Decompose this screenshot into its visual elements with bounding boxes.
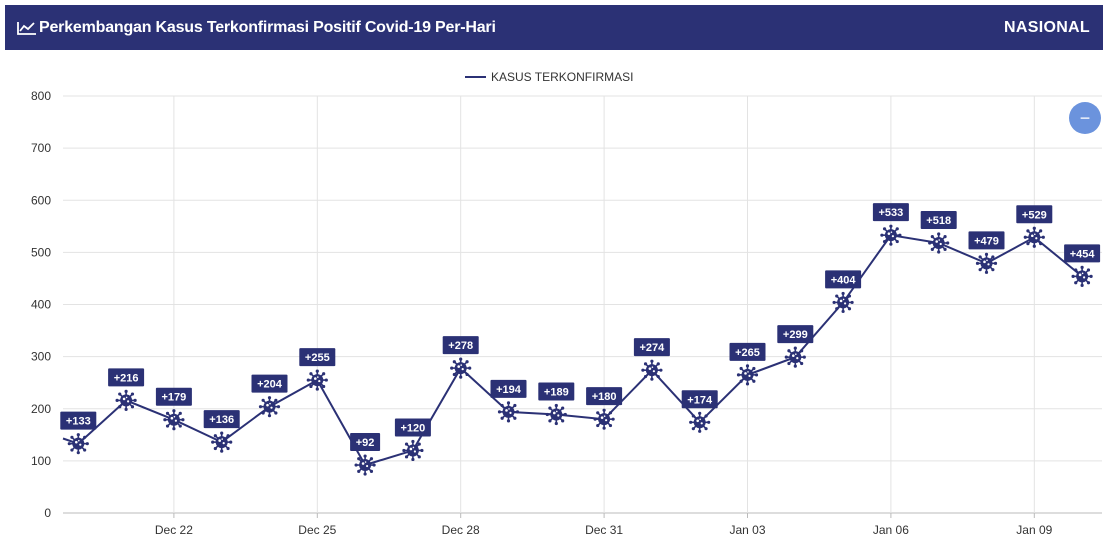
data-label: +278 [442, 336, 479, 355]
y-tick-label: 700 [31, 141, 51, 155]
data-labels: +133 +216 +179 +136 +204 +255 +92 +120 +278 +194 +… [60, 203, 1101, 452]
data-label-text: +179 [162, 392, 187, 404]
data-label: +274 [633, 338, 670, 357]
data-label: +479 [968, 231, 1005, 250]
data-label: +194 [490, 379, 527, 398]
data-label-text: +404 [831, 274, 857, 286]
data-label: +92 [350, 433, 381, 452]
virus-marker-icon[interactable] [402, 439, 424, 462]
y-tick-label: 200 [31, 402, 51, 416]
data-label: +255 [299, 348, 336, 367]
y-tick-label: 600 [31, 193, 51, 207]
y-tick-label: 0 [44, 506, 51, 520]
data-label: +533 [872, 203, 909, 222]
data-label: +404 [825, 270, 862, 289]
legend-item-label[interactable]: KASUS TERKONFIRMASI [491, 70, 633, 84]
virus-marker-icon[interactable] [593, 408, 615, 430]
virus-marker-icon[interactable] [258, 396, 281, 418]
line-chart-icon [17, 21, 36, 35]
x-tick-label: Dec 28 [442, 523, 480, 537]
virus-marker-icon[interactable] [880, 224, 902, 246]
data-label-text: +194 [496, 384, 522, 396]
virus-marker-icon[interactable] [545, 403, 567, 426]
data-label-text: +174 [687, 394, 713, 406]
x-tick-label: Dec 31 [585, 523, 623, 537]
virus-marker-icon[interactable] [736, 364, 759, 386]
data-label: +136 [203, 410, 240, 429]
virus-marker-icon[interactable] [689, 411, 711, 433]
data-label-text: +133 [66, 416, 91, 428]
virus-marker-icon[interactable] [975, 252, 998, 274]
virus-marker-icon[interactable] [354, 454, 376, 476]
data-label-text: +533 [879, 207, 904, 219]
data-label: +518 [920, 210, 957, 229]
data-label: +265 [729, 342, 766, 361]
data-label-text: +518 [926, 215, 951, 227]
data-label-text: +92 [356, 437, 375, 449]
chart-header: Perkembangan Kasus Terkonfirmasi Positif… [5, 5, 1103, 50]
virus-marker-icon[interactable] [1023, 226, 1045, 248]
zoom-out-button[interactable]: − [1069, 102, 1101, 134]
y-tick-label: 800 [31, 89, 51, 103]
virus-marker-icon[interactable] [67, 433, 89, 455]
series-line [77, 234, 1083, 467]
data-label-text: +120 [401, 422, 426, 434]
virus-marker-icon[interactable] [832, 291, 854, 314]
virus-marker-icon[interactable] [641, 359, 663, 381]
page-title: Perkembangan Kasus Terkonfirmasi Positif… [39, 18, 496, 36]
virus-marker-icon[interactable] [211, 431, 233, 453]
data-label: +189 [538, 382, 575, 401]
data-label-text: +479 [974, 235, 999, 247]
data-label: +120 [394, 418, 431, 437]
data-label-text: +299 [783, 329, 808, 341]
chart-area: 0 100 200 300 400 500 600 700 800 Dec 22 Dec 25 De… [0, 50, 1116, 547]
data-label: +454 [1064, 244, 1101, 263]
data-label-text: +216 [114, 372, 139, 384]
grid-lines [63, 95, 1102, 514]
data-label: +174 [681, 390, 718, 409]
data-label: +180 [586, 387, 623, 406]
x-tick-label: Jan 03 [729, 523, 765, 537]
header-title-group: Perkembangan Kasus Terkonfirmasi Positif… [17, 5, 496, 50]
data-label: +216 [108, 368, 145, 387]
virus-marker-icon[interactable] [450, 357, 472, 379]
data-label-text: +180 [592, 391, 617, 403]
data-label: +133 [60, 411, 97, 430]
data-label-text: +136 [209, 414, 234, 426]
virus-marker-icon[interactable] [928, 232, 950, 254]
virus-marker-icon[interactable] [784, 346, 806, 368]
region-label: NASIONAL [1004, 19, 1090, 36]
y-tick-label: 100 [31, 454, 51, 468]
data-label-text: +529 [1022, 209, 1047, 221]
data-label-text: +278 [448, 340, 473, 352]
data-label-text: +265 [735, 347, 760, 359]
virus-marker-icon[interactable] [163, 409, 185, 431]
data-label-text: +454 [1070, 248, 1096, 260]
y-axis: 0 100 200 300 400 500 600 700 800 [31, 89, 51, 520]
virus-marker-icon[interactable] [306, 369, 328, 391]
x-tick-label: Jan 06 [873, 523, 909, 537]
data-label: +179 [155, 387, 192, 406]
data-label-text: +204 [257, 379, 283, 391]
virus-marker-icon[interactable] [1071, 265, 1093, 287]
y-tick-label: 500 [31, 245, 51, 259]
x-tick-label: Dec 25 [298, 523, 336, 537]
y-tick-label: 400 [31, 298, 51, 312]
data-label: +204 [251, 374, 288, 393]
data-label: +299 [777, 325, 814, 344]
x-tick-label: Dec 22 [155, 523, 193, 537]
data-label-text: +274 [640, 342, 666, 354]
x-tick-label: Jan 09 [1016, 523, 1052, 537]
virus-marker-icon[interactable] [497, 401, 520, 423]
virus-marker-icon[interactable] [115, 389, 137, 412]
x-axis: Dec 22 Dec 25 Dec 28 Dec 31 Jan 03 Jan 06 Jan … [155, 513, 1053, 537]
legend[interactable]: KASUS TERKONFIRMASI [465, 70, 633, 84]
data-label: +529 [1016, 205, 1053, 224]
series-kasus-terkonfirmasi [62, 224, 1093, 476]
y-tick-label: 300 [31, 350, 51, 364]
data-label-text: +255 [305, 352, 330, 364]
data-label-text: +189 [544, 386, 569, 398]
